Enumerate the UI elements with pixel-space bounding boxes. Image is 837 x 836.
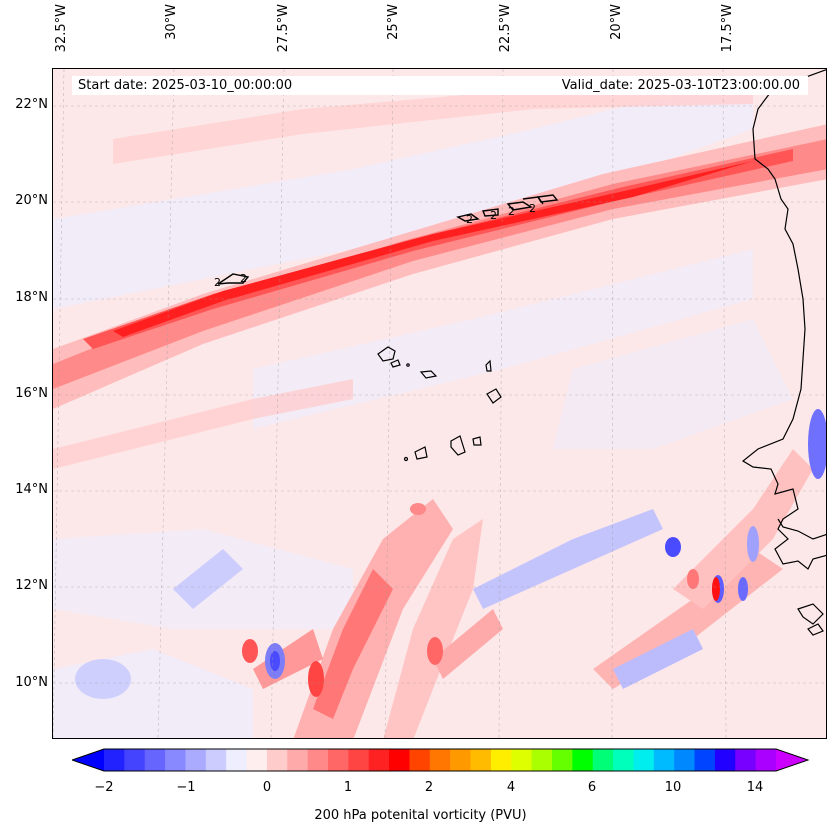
lat-label-14n: 14°N bbox=[15, 482, 48, 497]
colorbar-cell bbox=[409, 749, 431, 771]
colorbar bbox=[72, 748, 810, 772]
lon-label-17-5w: 17.5°W bbox=[720, 4, 735, 53]
colorbar-cell bbox=[287, 749, 309, 771]
colorbar-label: 200 hPa potenital vorticity (PVU) bbox=[314, 808, 527, 823]
pv-field-map: 2 2 2 2 2 2 bbox=[53, 69, 826, 738]
colorbar-cell bbox=[531, 749, 553, 771]
lat-label-22n: 22°N bbox=[15, 97, 48, 112]
colorbar-cell bbox=[653, 749, 675, 771]
date-info-bar: Start date: 2025-03-10_00:00:00 Valid_da… bbox=[72, 76, 808, 95]
colorbar-tick: 10 bbox=[664, 780, 682, 795]
colorbar-cell bbox=[613, 749, 634, 771]
colorbar-cell bbox=[450, 749, 472, 771]
colorbar-tick: −1 bbox=[176, 780, 196, 795]
colorbar-tick: 4 bbox=[506, 780, 516, 795]
lat-label-10n: 10°N bbox=[15, 675, 48, 690]
colorbar-tick: −2 bbox=[94, 780, 114, 795]
colorbar-cell bbox=[735, 749, 757, 771]
pv-red-spots bbox=[242, 503, 720, 697]
start-date-text: Start date: 2025-03-10_00:00:00 bbox=[78, 78, 293, 93]
lat-label-18n: 18°N bbox=[15, 290, 48, 305]
colorbar-cell bbox=[674, 749, 696, 771]
contour-labels: 2 2 2 2 2 2 bbox=[214, 202, 536, 289]
lat-label-20n: 20°N bbox=[15, 193, 48, 208]
colorbar-cell bbox=[328, 749, 349, 771]
colorbar-cell bbox=[368, 749, 390, 771]
colorbar-cell bbox=[633, 749, 655, 771]
colorbar-cell bbox=[307, 749, 329, 771]
colorbar-cell bbox=[266, 749, 288, 771]
colorbar-cell bbox=[429, 749, 451, 771]
colorbar-cell bbox=[226, 749, 248, 771]
lon-label-30w: 30°W bbox=[164, 4, 179, 40]
map-panel: 2 2 2 2 2 2 bbox=[52, 68, 827, 739]
pv-streaks bbox=[253, 449, 813, 738]
lon-label-27-5w: 27.5°W bbox=[276, 4, 291, 53]
lon-label-20w: 20°W bbox=[609, 4, 624, 40]
graticule bbox=[53, 69, 826, 738]
colorbar-cell bbox=[389, 749, 410, 771]
pv-2-contour bbox=[217, 194, 559, 285]
colorbar-cell bbox=[490, 749, 512, 771]
colorbar-cell bbox=[205, 749, 227, 771]
colorbar-cell bbox=[694, 749, 716, 771]
colorbar-cell bbox=[511, 749, 533, 771]
colorbar-min-arrow bbox=[72, 749, 104, 771]
colorbar-cell bbox=[592, 749, 614, 771]
colorbar-cell bbox=[714, 749, 736, 771]
colorbar-cell bbox=[572, 749, 594, 771]
contour-label: 2 bbox=[214, 276, 221, 289]
colorbar-tick: 1 bbox=[343, 780, 353, 795]
colorbar-cell bbox=[246, 749, 268, 771]
cape-verde-islands bbox=[377, 346, 502, 462]
colorbar-cell bbox=[104, 749, 125, 771]
contour-label: 2 bbox=[490, 209, 497, 222]
coastline bbox=[741, 69, 826, 636]
colorbar-cell bbox=[552, 749, 573, 771]
colorbar-max-arrow bbox=[776, 749, 808, 771]
colorbar-tick: 0 bbox=[262, 780, 272, 795]
lat-label-12n: 12°N bbox=[15, 578, 48, 593]
lon-label-32-5w: 32.5°W bbox=[54, 4, 69, 53]
contour-label: 2 bbox=[508, 205, 515, 218]
colorbar-cell bbox=[144, 749, 166, 771]
valid-date-text: Valid_date: 2025-03-10T23:00:00.00 bbox=[561, 78, 800, 93]
colorbar-tick: 14 bbox=[746, 780, 764, 795]
colorbar-cell bbox=[185, 749, 207, 771]
colorbar-tick: 6 bbox=[587, 780, 597, 795]
colorbar-tick: 2 bbox=[424, 780, 434, 795]
lon-label-22-5w: 22.5°W bbox=[498, 4, 513, 53]
contour-label: 2 bbox=[240, 272, 247, 285]
pv-jet-band bbox=[53, 84, 826, 469]
colorbar-cell bbox=[470, 749, 492, 771]
lon-label-25w: 25°W bbox=[386, 4, 401, 40]
contour-label: 2 bbox=[466, 213, 473, 226]
contour-label: 2 bbox=[529, 202, 536, 215]
colorbar-cell bbox=[348, 749, 370, 771]
colorbar-cell bbox=[165, 749, 186, 771]
lat-label-16n: 16°N bbox=[15, 386, 48, 401]
colorbar-cell bbox=[124, 749, 146, 771]
colorbar-cell bbox=[755, 749, 777, 771]
